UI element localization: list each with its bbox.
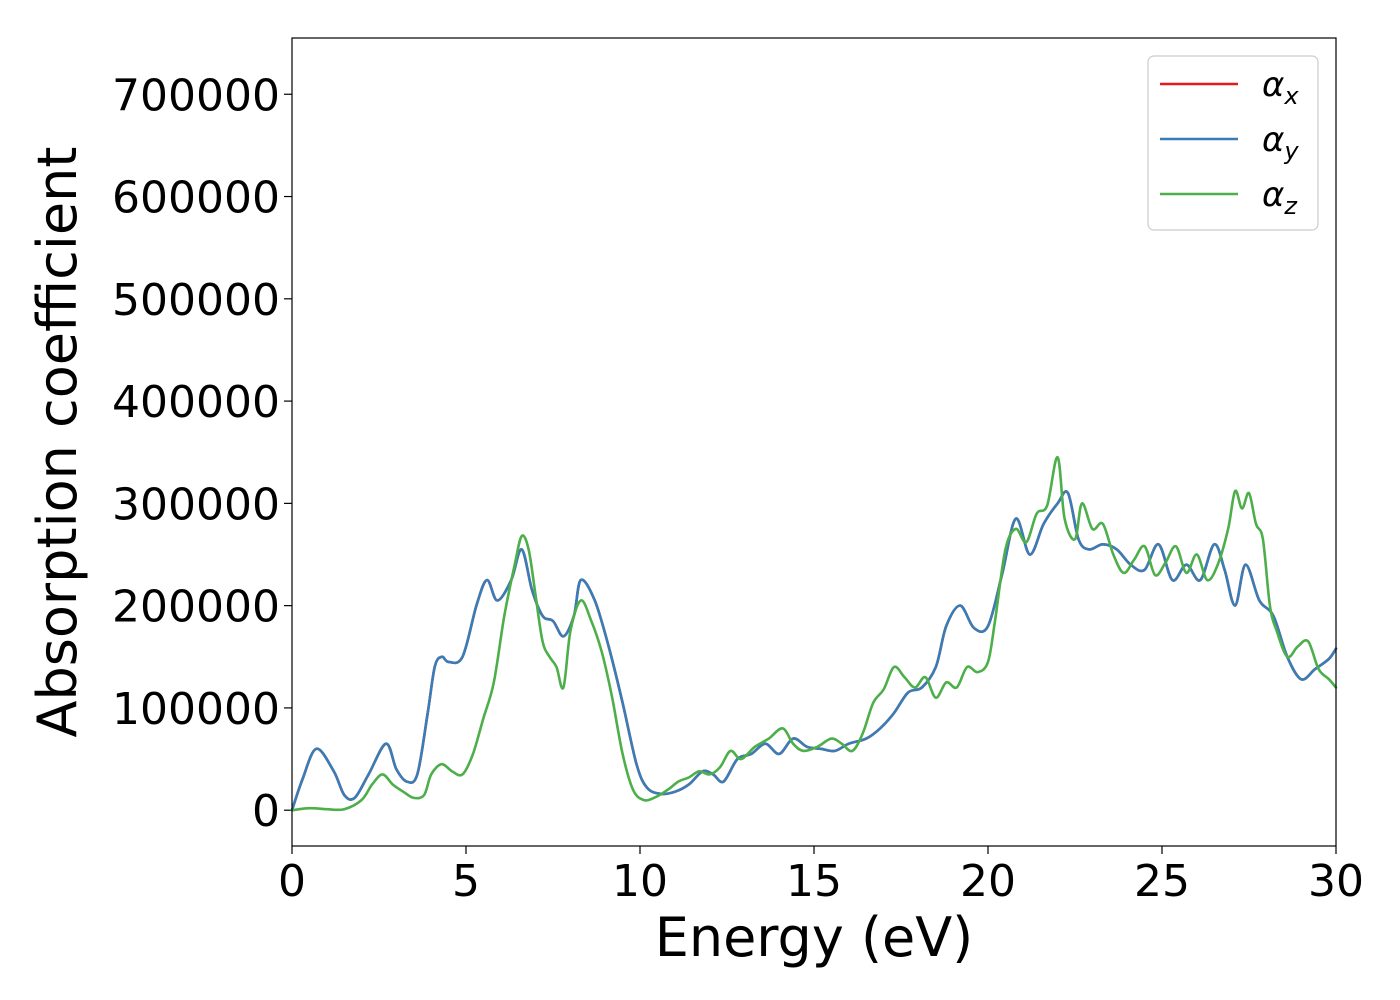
y-axis-title: Absorption coefficient bbox=[26, 147, 89, 738]
x-axis-title: Energy (eV) bbox=[655, 906, 974, 969]
legend-subscript: y bbox=[1283, 137, 1299, 165]
x-tick-label: 15 bbox=[786, 856, 842, 907]
x-tick-label: 20 bbox=[960, 856, 1016, 907]
legend-subscript: x bbox=[1283, 82, 1299, 110]
x-tick-label: 30 bbox=[1308, 856, 1364, 907]
x-tick-label: 5 bbox=[452, 856, 480, 907]
legend-label-z: αz bbox=[1262, 175, 1298, 220]
series-line-x bbox=[290, 490, 1338, 812]
y-tick-label: 100000 bbox=[112, 684, 280, 735]
legend-symbol: α bbox=[1262, 175, 1284, 215]
series-layer bbox=[290, 455, 1338, 812]
y-axis-ticks: 0 100000 200000 300000 400000 500000 600000 700… bbox=[112, 70, 292, 837]
legend-symbol: α bbox=[1262, 120, 1284, 160]
series-line-y bbox=[290, 490, 1338, 812]
x-tick-label: 0 bbox=[278, 856, 306, 907]
y-tick-label: 300000 bbox=[112, 479, 280, 530]
y-tick-label: 400000 bbox=[112, 377, 280, 428]
series-line-z bbox=[290, 455, 1338, 812]
legend-label-y: αy bbox=[1262, 120, 1299, 165]
y-tick-label: 600000 bbox=[112, 173, 280, 224]
legend-symbol: α bbox=[1262, 65, 1284, 105]
x-axis-ticks: 0 5 10 15 20 25 30 bbox=[278, 846, 1364, 907]
legend-subscript: z bbox=[1283, 192, 1298, 220]
y-tick-label: 500000 bbox=[112, 275, 280, 326]
legend-box bbox=[1147, 55, 1319, 231]
y-tick-label: 700000 bbox=[112, 70, 280, 121]
x-tick-label: 25 bbox=[1134, 856, 1190, 907]
plot-area-frame bbox=[291, 37, 1337, 847]
x-tick-label: 10 bbox=[612, 856, 668, 907]
y-tick-label: 200000 bbox=[112, 582, 280, 633]
legend-label-x: αx bbox=[1262, 65, 1299, 110]
y-tick-label: 0 bbox=[252, 786, 280, 837]
